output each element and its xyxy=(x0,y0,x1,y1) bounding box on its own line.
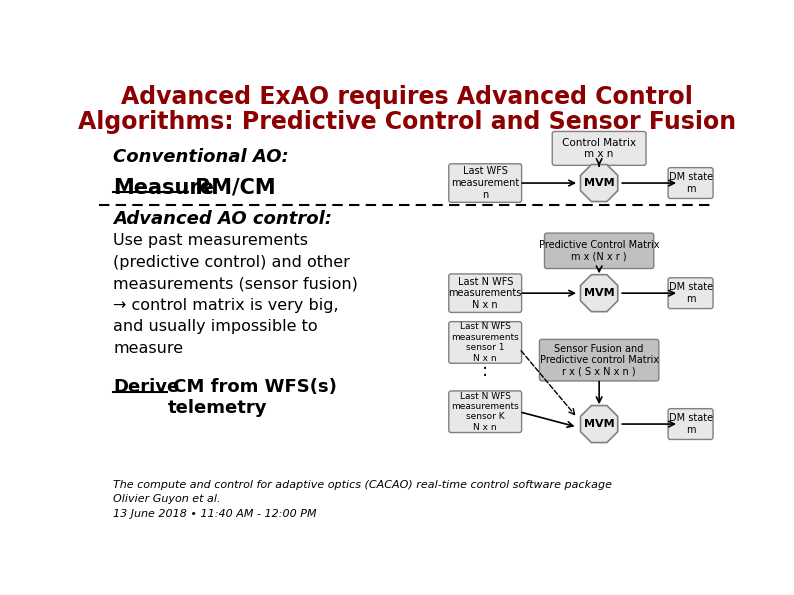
Polygon shape xyxy=(580,275,618,312)
Text: Use past measurements
(predictive control) and other
measurements (sensor fusion: Use past measurements (predictive contro… xyxy=(114,233,358,356)
FancyBboxPatch shape xyxy=(668,278,713,309)
Text: RM/CM: RM/CM xyxy=(188,178,276,198)
Text: :: : xyxy=(482,362,488,380)
FancyBboxPatch shape xyxy=(449,391,522,433)
Text: Predictive Control Matrix
m x (N x r ): Predictive Control Matrix m x (N x r ) xyxy=(539,240,659,262)
FancyBboxPatch shape xyxy=(668,409,713,440)
Text: Last N WFS
measurements
sensor 1
N x n: Last N WFS measurements sensor 1 N x n xyxy=(451,322,519,362)
Text: MVM: MVM xyxy=(584,178,615,188)
Text: Last N WFS
measurements
N x n: Last N WFS measurements N x n xyxy=(449,277,522,310)
Text: CM from WFS(s)
telemetry: CM from WFS(s) telemetry xyxy=(168,378,337,416)
Text: Control Matrix
m x n: Control Matrix m x n xyxy=(562,137,636,159)
Text: MVM: MVM xyxy=(584,419,615,429)
FancyBboxPatch shape xyxy=(553,131,646,165)
Text: Last N WFS
measurements
sensor K
N x n: Last N WFS measurements sensor K N x n xyxy=(451,392,519,432)
FancyBboxPatch shape xyxy=(668,168,713,199)
FancyBboxPatch shape xyxy=(539,339,659,381)
Polygon shape xyxy=(580,406,618,443)
Text: DM state
m: DM state m xyxy=(669,283,713,304)
Text: The compute and control for adaptive optics (CACAO) real-time control software p: The compute and control for adaptive opt… xyxy=(114,480,612,519)
Text: Last WFS
measurement
n: Last WFS measurement n xyxy=(451,167,519,200)
Text: Advanced AO control:: Advanced AO control: xyxy=(114,210,332,228)
FancyBboxPatch shape xyxy=(545,233,653,268)
Text: Measure: Measure xyxy=(114,178,214,198)
Text: Derive: Derive xyxy=(114,378,179,396)
FancyBboxPatch shape xyxy=(449,164,522,202)
Text: MVM: MVM xyxy=(584,288,615,298)
Text: Sensor Fusion and
Predictive control Matrix
r x ( S x N x n ): Sensor Fusion and Predictive control Mat… xyxy=(540,343,659,377)
Text: Advanced ExAO requires Advanced Control: Advanced ExAO requires Advanced Control xyxy=(121,85,693,109)
Text: DM state
m: DM state m xyxy=(669,414,713,435)
Text: Conventional AO:: Conventional AO: xyxy=(114,148,289,167)
Polygon shape xyxy=(580,165,618,202)
FancyBboxPatch shape xyxy=(449,322,522,363)
Text: DM state
m: DM state m xyxy=(669,172,713,194)
Text: Algorithms: Predictive Control and Sensor Fusion: Algorithms: Predictive Control and Senso… xyxy=(78,110,736,134)
FancyBboxPatch shape xyxy=(449,274,522,312)
